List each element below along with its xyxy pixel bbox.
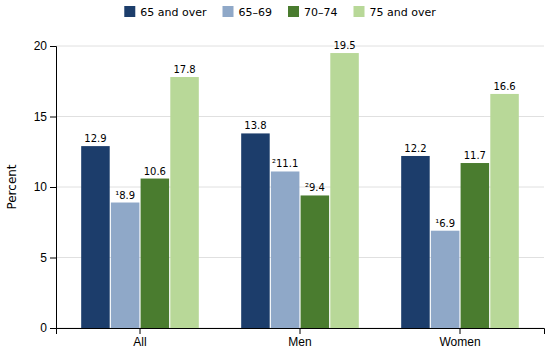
- bar: [170, 77, 199, 328]
- bar: [330, 53, 359, 328]
- tick: 15: [34, 110, 56, 124]
- bar: [301, 195, 330, 328]
- bar: [401, 156, 430, 328]
- tick-mark: [50, 187, 56, 188]
- tick: 20: [34, 39, 56, 53]
- legend-label: 65–69: [239, 6, 273, 19]
- legend-label: 70–74: [304, 6, 338, 19]
- tick: 5: [40, 251, 56, 265]
- tick-label: 10: [34, 180, 48, 194]
- legend-swatch: [223, 6, 234, 17]
- legend-label: 65 and over: [140, 6, 207, 19]
- data-labels: 12.9 13.8 12.2 ¹8.9 ²11.1 ¹6.9 10.6 ²9.4 11.7 17.…: [84, 40, 515, 229]
- tick: Women: [439, 328, 480, 349]
- data-label: 19.5: [333, 40, 355, 51]
- tick-mark: [50, 328, 56, 329]
- tick-label: All: [133, 335, 146, 349]
- legend-item: 65 and over: [124, 6, 207, 19]
- bar: [81, 146, 110, 328]
- bar: [461, 163, 490, 328]
- tick-mark: [50, 117, 56, 118]
- tick: All: [133, 328, 146, 349]
- tick: Men: [288, 328, 311, 349]
- bar: [141, 179, 170, 328]
- tick-label: 20: [34, 39, 48, 53]
- data-label: 10.6: [144, 166, 166, 177]
- legend-label: 75 and over: [370, 6, 437, 19]
- legend-item: 65–69: [223, 6, 273, 19]
- series: [81, 133, 430, 328]
- legend-item: 75 and over: [354, 6, 437, 19]
- data-label: 11.7: [464, 150, 486, 161]
- tick-label: 0: [40, 321, 47, 335]
- series: [111, 171, 460, 328]
- bar: [431, 231, 460, 328]
- tick: 0: [40, 321, 56, 335]
- x-axis: All Men Women: [57, 328, 545, 349]
- axis-title: Percent: [5, 164, 19, 209]
- tick-label: 5: [40, 251, 47, 265]
- data-label: 16.6: [493, 81, 515, 92]
- plot: All Men Women 0 5 10 15 20 12.9 13.8 12.2 ¹8.9 ²11.1…: [34, 39, 545, 348]
- grid-line: [56, 46, 544, 47]
- axis-line: [57, 329, 545, 335]
- tick-mark: [300, 328, 301, 334]
- legend-swatch: [124, 6, 135, 17]
- series: [170, 53, 519, 328]
- data-label: ¹8.9: [115, 190, 135, 201]
- grid-line: [56, 116, 544, 117]
- axis-line: [50, 47, 57, 329]
- data-label: ²11.1: [272, 158, 298, 169]
- legend-swatch: [354, 6, 365, 17]
- chart: All Men Women 0 5 10 15 20 12.9 13.8 12.2 ¹8.9 ²11.1…: [0, 0, 560, 360]
- bar: [241, 133, 270, 328]
- legend: 65 and over 65–69 70–74 75 and over: [124, 6, 436, 19]
- tick-label: 15: [34, 110, 48, 124]
- data-label: 12.2: [404, 143, 426, 154]
- bars: [81, 53, 519, 328]
- data-label: ¹6.9: [435, 218, 455, 229]
- tick: 10: [34, 180, 56, 194]
- tick-label: Men: [288, 335, 311, 349]
- tick-mark: [50, 46, 56, 47]
- data-label: ²9.4: [305, 182, 325, 193]
- data-label: 17.8: [173, 64, 195, 75]
- bar: [111, 203, 140, 328]
- data-label: 12.9: [84, 133, 106, 144]
- bar: [490, 94, 519, 328]
- legend-item: 70–74: [288, 6, 338, 19]
- tick-mark: [460, 328, 461, 334]
- bar: [271, 171, 300, 328]
- data-label: 13.8: [244, 120, 266, 131]
- tick-mark: [50, 258, 56, 259]
- tick-label: Women: [439, 335, 480, 349]
- tick-mark: [140, 328, 141, 334]
- grid: [56, 46, 544, 328]
- y-axis: 0 5 10 15 20: [34, 39, 57, 335]
- legend-swatch: [288, 6, 299, 17]
